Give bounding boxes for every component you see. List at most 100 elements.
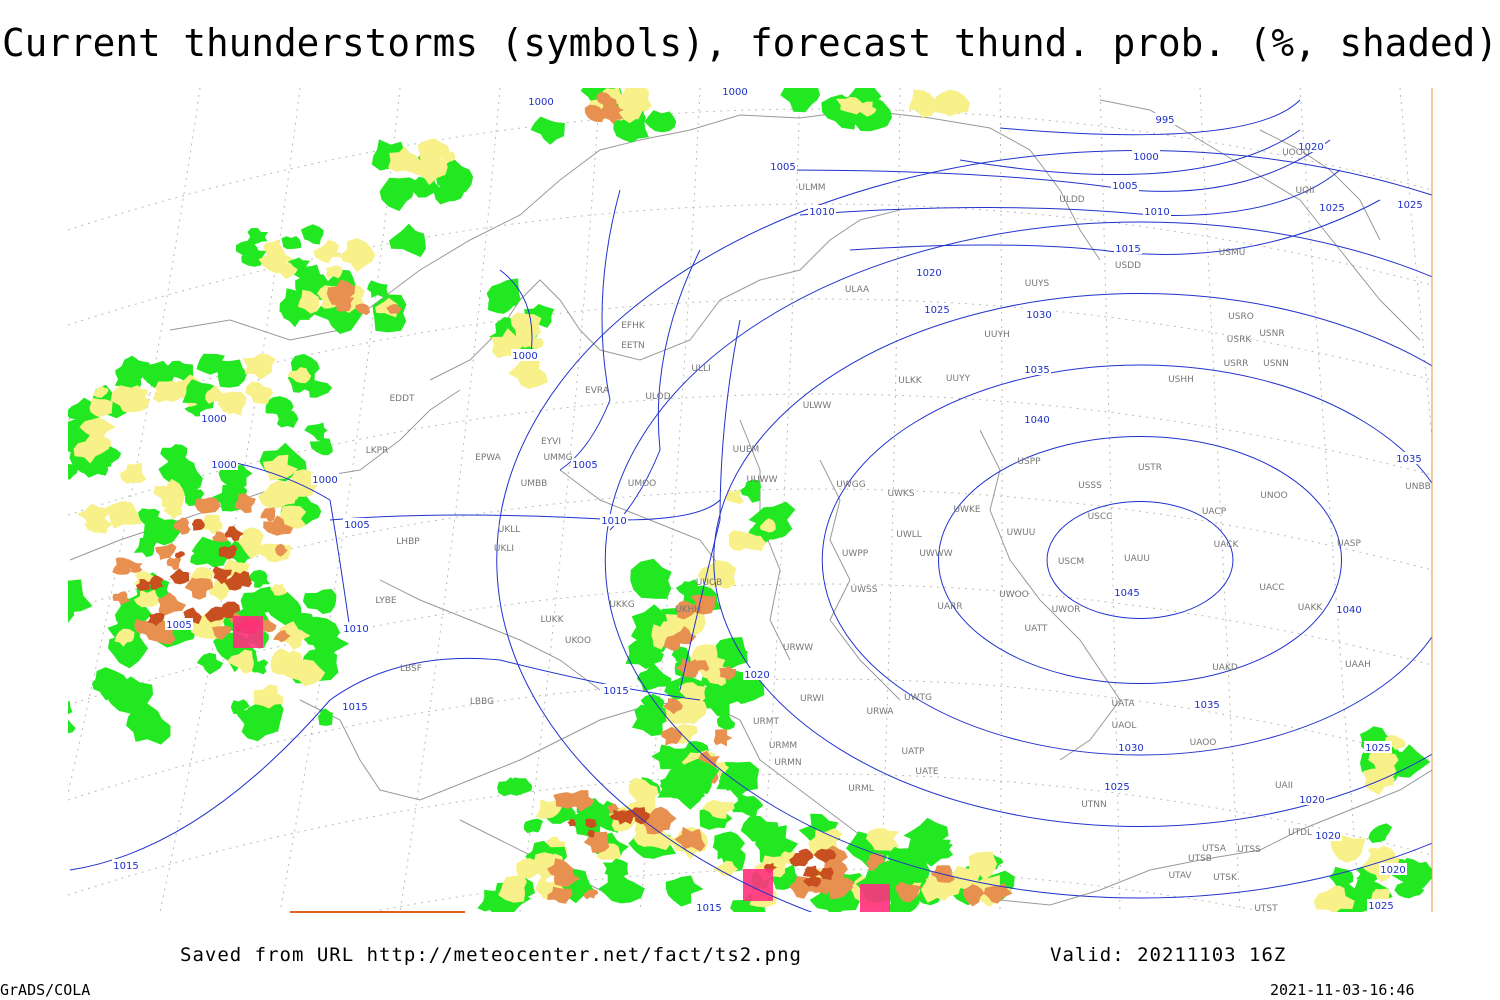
probability-area: [331, 293, 355, 312]
isobar-label-bg: [1367, 899, 1395, 911]
isobar-label-bg: [511, 349, 539, 361]
probability-area: [745, 532, 767, 552]
probability-area: [630, 558, 672, 599]
probability-area: [584, 889, 599, 900]
probability-area: [248, 569, 271, 588]
probability-area: [903, 817, 949, 852]
probability-area: [120, 462, 147, 484]
probability-area: [300, 224, 324, 245]
probability-area: [195, 578, 212, 591]
probability-area: [158, 453, 204, 489]
isobar-label-bg: [1151, 113, 1179, 125]
isobar-label: 1030: [1026, 310, 1051, 321]
probability-area: [164, 360, 194, 383]
probability-area: [68, 579, 93, 613]
probability-area: [584, 818, 597, 828]
isobar-label: 1005: [1112, 181, 1137, 192]
isobar: [849, 199, 1381, 255]
probability-area: [713, 729, 733, 747]
probability-area: [263, 239, 285, 258]
isobar: [499, 269, 533, 361]
probability-area: [163, 502, 183, 520]
probability-area: [273, 630, 291, 643]
probability-area: [628, 777, 659, 808]
probability-area: [389, 223, 426, 258]
probability-area: [275, 650, 307, 679]
station-label: UKLL: [498, 525, 521, 535]
probability-area: [696, 660, 710, 672]
probability-area: [265, 396, 294, 419]
probability-area: [631, 807, 650, 823]
probability-area: [302, 616, 341, 646]
station-label: UAUU: [1124, 554, 1150, 564]
graticule-line: [159, 88, 301, 912]
station-label: UMMG: [543, 453, 572, 463]
graticule-line: [68, 108, 1432, 231]
probability-area: [619, 88, 652, 112]
graticule-line: [68, 583, 1432, 706]
probability-area: [488, 289, 517, 314]
station-label: UAII: [1275, 781, 1293, 791]
station-label: ULOD: [645, 392, 670, 402]
station-label: LHBP: [396, 537, 420, 547]
probability-area: [304, 422, 328, 441]
probability-area: [153, 478, 185, 509]
graticule-line: [399, 88, 501, 912]
isobar: [799, 169, 1341, 216]
isobar-label: 1000: [1133, 152, 1158, 163]
station-label: USHH: [1168, 375, 1194, 385]
isobar-label: 1025: [1104, 782, 1129, 793]
timestamp: 2021-11-03-16:46: [1270, 981, 1415, 999]
probability-area: [253, 684, 284, 709]
probability-area: [631, 704, 672, 737]
station-label: EFHK: [621, 321, 646, 331]
station-label: URWI: [800, 694, 824, 704]
probability-area: [281, 236, 302, 249]
probability-area: [740, 815, 779, 846]
probability-area: [284, 469, 319, 497]
station-label: UOOO: [1282, 148, 1310, 158]
probability-area: [510, 312, 542, 339]
probability-area: [388, 146, 421, 174]
station-label: UWOR: [1052, 605, 1081, 615]
coastline: [1259, 129, 1381, 241]
probability-area: [128, 561, 143, 573]
probability-area: [273, 483, 301, 505]
station-label: USTR: [1138, 463, 1162, 473]
probability-area: [651, 744, 688, 770]
station-label: UTSS: [1237, 845, 1261, 855]
probability-area: [802, 865, 820, 877]
isobar-label-bg: [808, 205, 836, 217]
probability-area: [675, 600, 697, 620]
isobar-label-bg: [571, 458, 599, 470]
probability-area: [662, 698, 683, 715]
isobar-label: 1020: [744, 670, 769, 681]
probability-area: [355, 303, 371, 316]
station-label: UUEM: [733, 445, 760, 455]
isobar-label-bg: [1379, 863, 1407, 875]
probability-area: [417, 138, 451, 163]
probability-area: [665, 875, 704, 907]
graticule-line: [519, 88, 601, 912]
probability-area: [716, 712, 736, 730]
isobar-label: 1020: [916, 268, 941, 279]
isobar: [329, 499, 721, 521]
isobar-label-bg: [695, 901, 723, 912]
isobar-label: 1000: [211, 460, 236, 471]
probability-area: [68, 700, 73, 715]
probability-area: [169, 568, 190, 585]
probability-area: [309, 438, 333, 456]
probability-area: [160, 444, 188, 462]
station-label: UWTG: [904, 693, 932, 703]
probability-area: [68, 720, 76, 734]
isobars: [69, 99, 1432, 912]
station-label: EDDT: [389, 394, 415, 404]
isobar-label: 1025: [1368, 901, 1393, 912]
station-label: URWA: [866, 707, 894, 717]
probability-area: [166, 556, 182, 571]
probability-area: [106, 500, 142, 529]
isobar-label: 1000: [201, 414, 226, 425]
source-url: Saved from URL http://meteocenter.net/fa…: [180, 944, 802, 966]
isobar-label: 1020: [1299, 795, 1324, 806]
coastline: [559, 469, 731, 581]
